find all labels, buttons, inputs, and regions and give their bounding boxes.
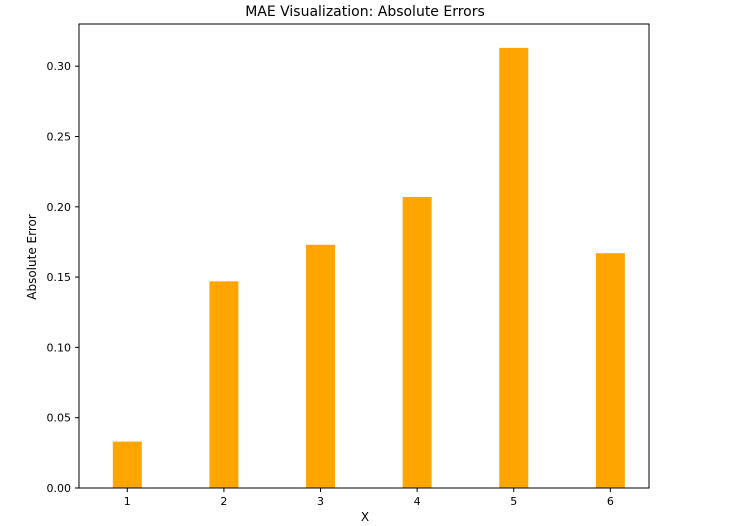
- x-tick-label: 1: [124, 495, 131, 508]
- bar-5: [499, 47, 529, 489]
- y-tick-label: 0.00: [47, 482, 72, 495]
- y-tick-label: 0.05: [47, 412, 72, 425]
- y-tick-label: 0.10: [47, 341, 72, 354]
- bar-1: [112, 441, 142, 488]
- x-axis-label: X: [361, 510, 369, 524]
- x-tick-label: 4: [414, 495, 421, 508]
- bar-2: [209, 281, 239, 488]
- bar-3: [306, 244, 336, 488]
- chart-title: MAE Visualization: Absolute Errors: [245, 4, 485, 20]
- x-tick-label: 5: [510, 495, 517, 508]
- x-tick-label: 3: [317, 495, 324, 508]
- y-tick-label: 0.30: [47, 60, 72, 73]
- y-axis-label: Absolute Error: [25, 214, 39, 300]
- x-axis-ticks: 1 2 3 4 5 6: [124, 488, 614, 508]
- bar-4: [402, 196, 432, 489]
- bar-6: [595, 253, 625, 488]
- x-tick-label: 6: [607, 495, 614, 508]
- x-tick-label: 2: [220, 495, 227, 508]
- y-tick-label: 0.15: [47, 271, 72, 284]
- y-axis-ticks: 0.00 0.05 0.10 0.15 0.20 0.25 0.30: [47, 60, 79, 495]
- bars-group: [112, 47, 625, 489]
- y-tick-label: 0.25: [47, 130, 72, 143]
- y-tick-label: 0.20: [47, 201, 72, 214]
- plot-frame: [78, 23, 650, 489]
